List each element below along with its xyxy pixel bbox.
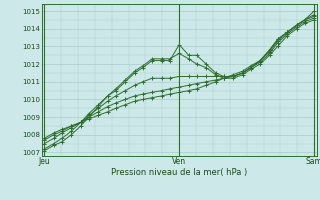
X-axis label: Pression niveau de la mer( hPa ): Pression niveau de la mer( hPa )	[111, 168, 247, 177]
